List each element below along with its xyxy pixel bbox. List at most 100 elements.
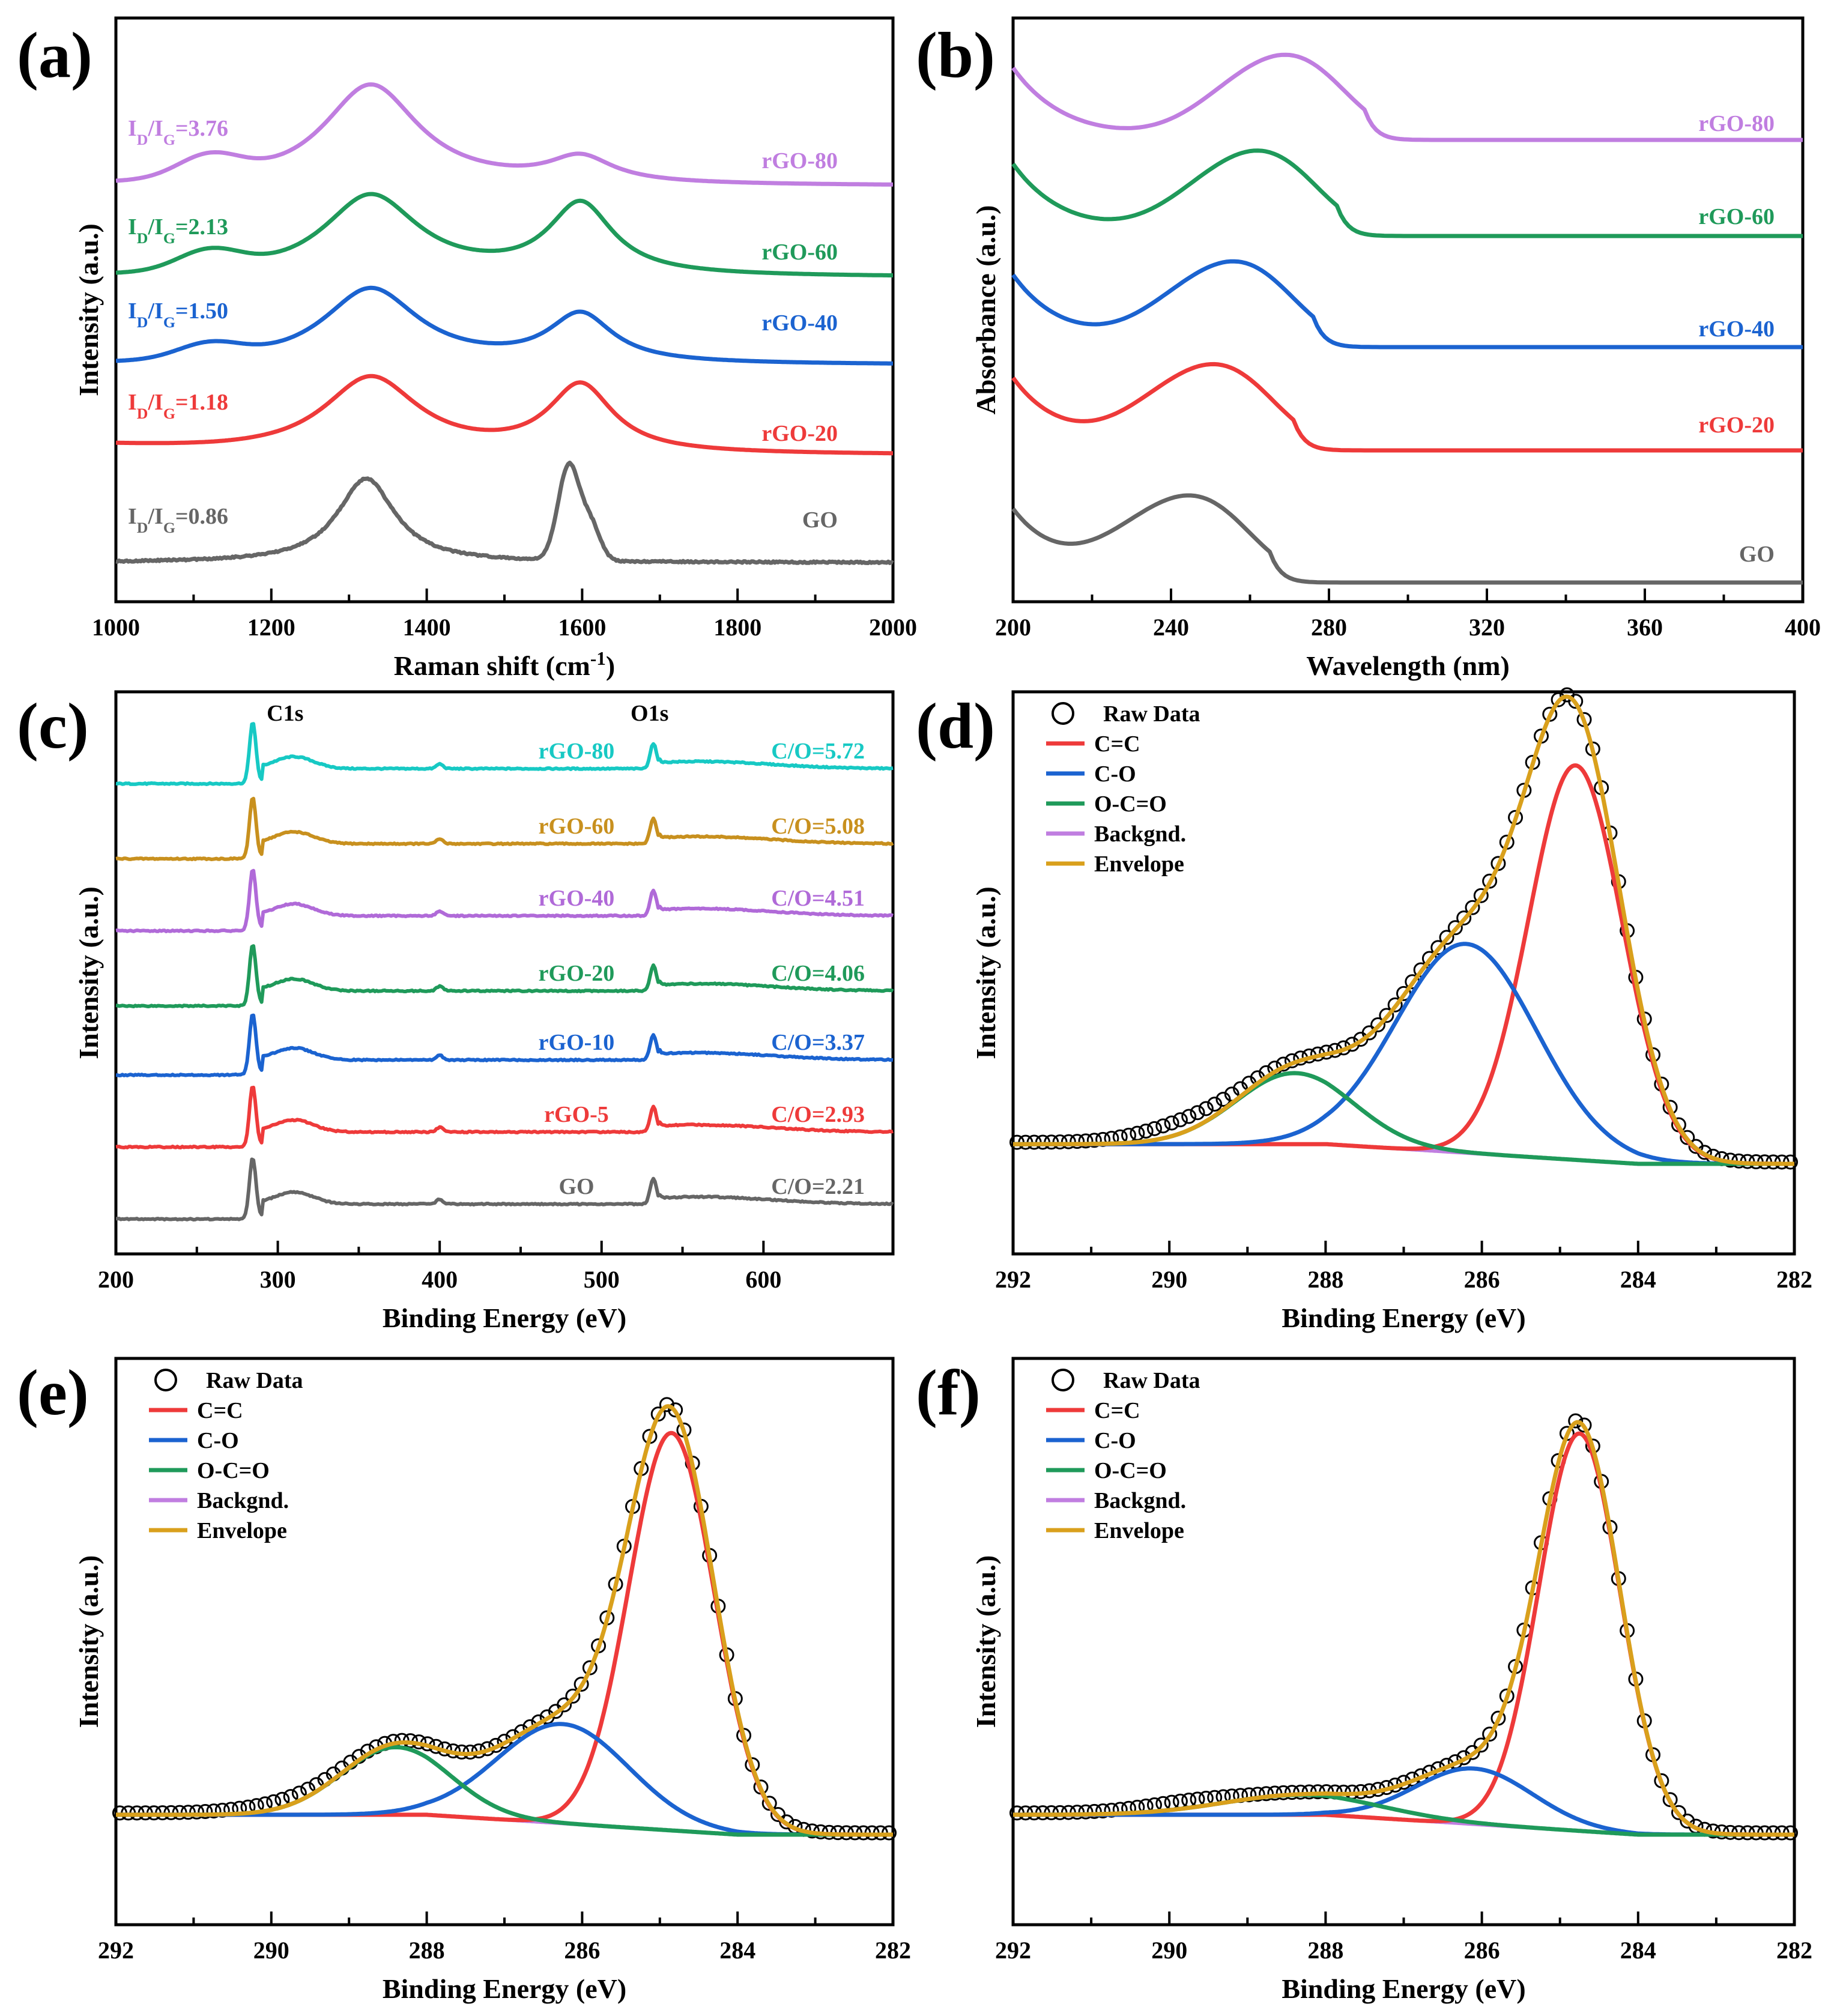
x-tick-label: 288 xyxy=(1307,1937,1343,1964)
subscript: G xyxy=(163,313,175,331)
envelope-line xyxy=(115,1404,894,1837)
series-line xyxy=(115,374,894,456)
x-tick-label: 282 xyxy=(1776,1266,1812,1293)
raw-data-point xyxy=(189,1804,205,1820)
x-tick-label: 292 xyxy=(98,1937,134,1964)
raw-data-point xyxy=(172,1805,187,1820)
raw-data-point xyxy=(565,1688,581,1704)
raw-data-point xyxy=(1447,920,1463,936)
legend-label: Backgnd. xyxy=(1094,822,1186,847)
raw-data-point xyxy=(1146,1121,1162,1136)
raw-data-point xyxy=(1181,1109,1197,1124)
text-run: I xyxy=(128,214,137,240)
peak-label: C1s xyxy=(267,701,303,726)
subscript: D xyxy=(137,131,148,148)
ratio-label: C/O=5.72 xyxy=(771,739,865,764)
series-line xyxy=(115,461,894,565)
subscript: D xyxy=(137,229,148,247)
legend-marker xyxy=(154,1369,177,1391)
raw-data-point xyxy=(180,1805,196,1820)
x-tick-label: 2000 xyxy=(869,614,917,641)
raw-data-point xyxy=(1190,1105,1205,1121)
raw-data-point xyxy=(1095,1803,1111,1818)
raw-data-point xyxy=(1465,900,1480,915)
x-tick-label: 284 xyxy=(1620,1937,1656,1964)
subscript: G xyxy=(163,405,175,422)
raw-data-point xyxy=(1086,1133,1102,1148)
legend-label: O-C=O xyxy=(197,1458,270,1483)
series-name-label: GO xyxy=(1739,542,1775,567)
raw-data-point xyxy=(206,1803,222,1819)
raw-data-point xyxy=(1568,1413,1584,1429)
text-run: =1.50 xyxy=(175,298,228,324)
x-tick-label: 290 xyxy=(1151,1937,1187,1964)
legend-marker xyxy=(1052,702,1074,725)
raw-data-point xyxy=(761,1796,777,1811)
ratio-label: C/O=4.06 xyxy=(771,961,865,986)
text-run: ) xyxy=(606,650,615,681)
x-tick-label: 288 xyxy=(409,1937,445,1964)
raw-data-point xyxy=(1164,1115,1179,1131)
text-run: /I xyxy=(147,116,163,141)
y-axis-label: Intensity (a.u.) xyxy=(73,1555,104,1728)
ratio-label: ID/IG=1.50 xyxy=(128,298,228,331)
superscript: -1 xyxy=(590,648,606,669)
legend-label: Backgnd. xyxy=(1094,1488,1186,1513)
x-tick-label: 600 xyxy=(745,1266,781,1293)
raw-data-point xyxy=(1559,687,1575,703)
legend-label: Envelope xyxy=(197,1518,287,1543)
raw-data-point xyxy=(198,1804,213,1820)
x-tick-label: 284 xyxy=(719,1937,755,1964)
raw-data-point xyxy=(1379,1008,1394,1023)
ratio-label: ID/IG=3.76 xyxy=(128,116,228,148)
raw-data-point xyxy=(1267,1785,1283,1801)
legend-label: O-C=O xyxy=(1094,1458,1167,1483)
legend-label: Raw Data xyxy=(1103,701,1200,727)
series-name-label: rGO-20 xyxy=(1698,413,1775,438)
subscript: G xyxy=(163,131,175,148)
legend-label: Raw Data xyxy=(206,1368,303,1393)
raw-data-point xyxy=(1430,940,1446,955)
raw-data-point xyxy=(1207,1097,1223,1112)
x-tick-label: 286 xyxy=(1464,1266,1500,1293)
raw-data-point xyxy=(1130,1125,1145,1141)
raw-data-point xyxy=(1680,1813,1695,1829)
legend-label: Backgnd. xyxy=(197,1488,289,1513)
raw-data-point xyxy=(1250,1787,1265,1802)
x-tick-label: 300 xyxy=(260,1266,296,1293)
subscript: G xyxy=(163,229,175,247)
raw-data xyxy=(1009,687,1798,1170)
legend-label: Envelope xyxy=(1094,852,1184,877)
raw-data-point xyxy=(573,1676,589,1692)
raw-data-point xyxy=(770,1806,785,1822)
raw-data-point xyxy=(1662,1792,1678,1808)
x-tick-label: 1400 xyxy=(403,614,451,641)
panel-f: 292 290 288 286 284 282 Binding Energy (eV) Int… xyxy=(916,1357,1812,2004)
series-line xyxy=(1011,148,1803,238)
y-axis-label: Intensity (a.u.) xyxy=(73,886,104,1059)
series-line xyxy=(115,82,894,187)
panel-e: 292 290 288 286 284 282 Binding Energy (eV) Int… xyxy=(17,1357,911,2004)
series-line xyxy=(1011,362,1803,453)
y-axis-label: Intensity (a.u.) xyxy=(970,886,1001,1059)
panel-label: (e) xyxy=(17,1357,89,1429)
ratio-label: C/O=3.37 xyxy=(771,1030,865,1055)
ratio-label: C/O=5.08 xyxy=(771,814,865,839)
subscript: D xyxy=(137,313,148,331)
series-name-label: rGO-10 xyxy=(539,1030,615,1055)
x-tick-label: 1600 xyxy=(558,614,606,641)
legend-label: Envelope xyxy=(1094,1518,1184,1543)
raw-data-point xyxy=(659,1397,674,1412)
series-name-label: rGO-20 xyxy=(539,961,615,986)
text-run: =1.18 xyxy=(175,390,228,415)
raw-data-point xyxy=(1680,1130,1695,1145)
series-name-label: rGO-5 xyxy=(544,1102,609,1127)
panel-a: 1000 1200 1400 1600 1800 2000 Raman shift (cm-… xyxy=(17,16,917,681)
raw-data-point xyxy=(1138,1123,1154,1139)
panel-d: 292 290 288 286 284 282 Binding Energy (eV) Int… xyxy=(916,687,1812,1333)
y-axis-label: Intensity (a.u.) xyxy=(73,223,104,396)
raw-data-point xyxy=(1172,1112,1188,1128)
x-tick-label: 282 xyxy=(875,1937,911,1964)
raw-data-point xyxy=(1061,1134,1076,1149)
